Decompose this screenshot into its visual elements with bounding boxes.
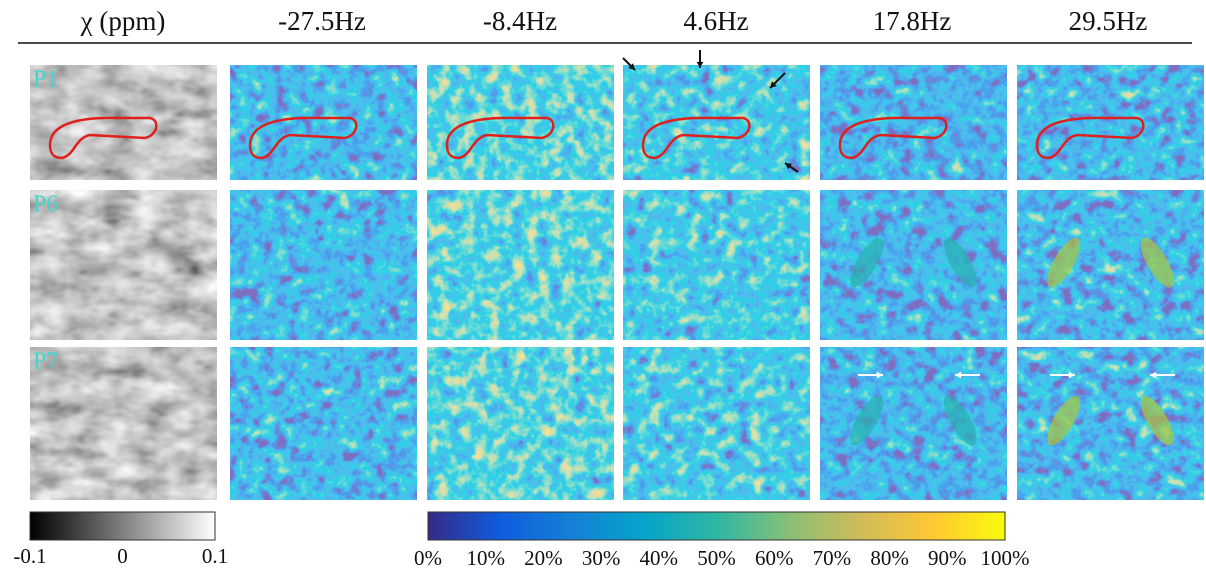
colorbar-tick-label: 0% — [414, 546, 442, 570]
colorbar-tick-label: 100% — [981, 546, 1030, 570]
roi-outline — [838, 116, 948, 160]
colorbar-tick-label: 10% — [466, 546, 505, 570]
row-label: P1 — [33, 67, 58, 93]
image-tile — [30, 190, 217, 340]
image-tile — [230, 190, 417, 340]
gray-colorbar — [29, 511, 216, 541]
bright-region — [943, 237, 977, 288]
roi-outline — [641, 116, 751, 160]
roi-outline — [48, 116, 158, 160]
colorbar-tick-label: 0.1 — [202, 544, 228, 568]
bright-region — [1047, 395, 1081, 446]
image-tile — [1017, 347, 1204, 500]
colorbar-tick-label: 40% — [640, 546, 679, 570]
row-label: P7 — [33, 349, 58, 375]
image-tile — [623, 65, 810, 180]
colorbar-tick-label: 80% — [870, 546, 909, 570]
column-header: 17.8Hz — [873, 6, 952, 36]
colorbar-tick-label: 90% — [928, 546, 967, 570]
column-header: -27.5Hz — [278, 6, 366, 36]
row-label: P6 — [33, 192, 58, 218]
bright-region — [1140, 395, 1174, 446]
image-tile — [623, 347, 810, 500]
image-tile — [1017, 65, 1204, 180]
image-tile — [623, 190, 810, 340]
bright-region — [943, 395, 977, 446]
colorbar-tick-label: 0 — [117, 544, 128, 568]
roi-outline — [248, 116, 358, 160]
image-tile — [30, 347, 217, 500]
bright-region — [850, 395, 884, 446]
arrow-head — [696, 61, 704, 68]
roi-outline — [1035, 116, 1145, 160]
image-tile — [1017, 190, 1204, 340]
arrow-head — [955, 371, 962, 379]
colorbar-tick-label: 20% — [524, 546, 563, 570]
arrow-head — [876, 371, 883, 379]
parula-colorbar — [427, 511, 1006, 541]
bright-region — [850, 237, 884, 288]
arrow-head — [770, 81, 777, 88]
arrow-head — [1068, 371, 1075, 379]
image-tile — [427, 65, 614, 180]
image-tile — [230, 347, 417, 500]
colorbar-tick-label: 30% — [582, 546, 621, 570]
colorbar-tick-label: 60% — [755, 546, 794, 570]
column-header: 4.6Hz — [683, 6, 748, 36]
bright-region — [1140, 237, 1174, 288]
roi-outline — [445, 116, 555, 160]
column-header: -8.4Hz — [483, 6, 557, 36]
arrow-head — [785, 163, 792, 170]
arrow-head — [1150, 371, 1157, 379]
image-tile — [820, 347, 1007, 500]
colorbar-tick-label: 70% — [813, 546, 852, 570]
image-tile — [427, 347, 614, 500]
column-header: 29.5Hz — [1069, 6, 1148, 36]
bright-region — [1047, 237, 1081, 288]
image-tile — [820, 65, 1007, 180]
image-tile — [427, 190, 614, 340]
colorbar-tick-label: 50% — [697, 546, 736, 570]
image-tile — [230, 65, 417, 180]
colorbar-tick-label: -0.1 — [13, 544, 46, 568]
arrow-head — [628, 63, 635, 70]
image-tile — [30, 65, 217, 180]
image-tile — [820, 190, 1007, 340]
column-header: χ (ppm) — [80, 6, 166, 36]
